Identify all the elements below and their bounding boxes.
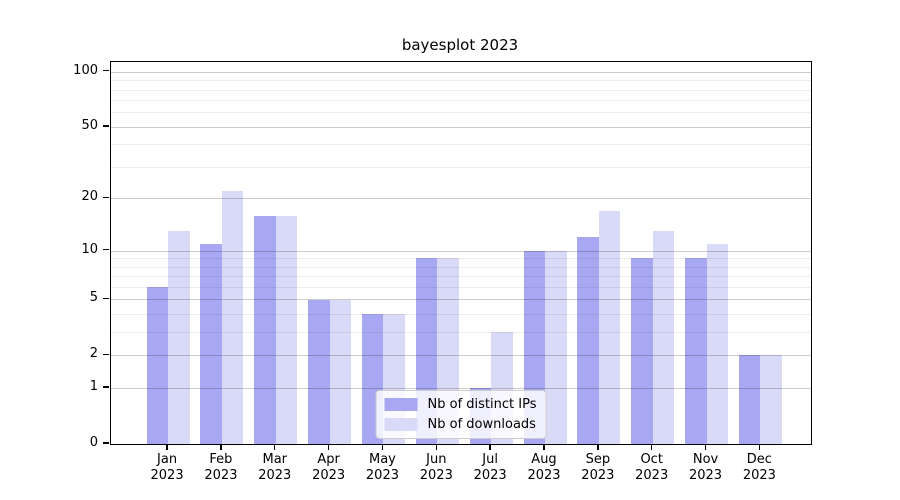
x-tick-mark-jan [166,444,168,450]
x-tick-label-jul: Jul 2023 [473,452,507,483]
x-tick-mark-jun [435,444,437,450]
x-tick-label-may: May 2023 [365,452,399,483]
bar-downloads-jan [168,231,190,444]
y-tick-label-2: 2 [89,346,98,362]
bar-distinct-ips-dec [738,355,761,444]
x-tick-label-mar: Mar 2023 [258,452,292,483]
y-tick-label-100: 100 [73,62,98,78]
gridline-y-9 [111,258,811,260]
gridline-y-60 [111,112,811,114]
gridline-y-50 [111,126,811,128]
y-tick-mark-2 [103,353,109,356]
gridline-y-2 [111,355,811,357]
gridline-y-20 [111,198,811,200]
y-tick-mark-20 [103,196,109,199]
bar-downloads-oct [652,231,675,444]
y-tick-label-5: 5 [89,290,98,306]
gridline-y-100 [111,71,811,73]
legend: Nb of distinct IPs Nb of downloads [375,390,547,439]
y-tick-mark-5 [103,297,109,300]
bar-distinct-ips-sep [577,237,599,444]
x-tick-mark-oct [650,444,653,450]
legend-item-distinct-ips: Nb of distinct IPs [384,397,537,412]
x-tick-mark-apr [327,444,330,450]
bar-downloads-apr [329,299,352,444]
x-tick-label-oct: Oct 2023 [635,452,669,483]
gridline-y-5 [111,299,811,301]
gridline-y-70 [111,100,811,102]
y-tick-label-1: 1 [89,379,98,395]
bar-distinct-ips-feb [200,243,222,444]
x-tick-label-aug: Aug 2023 [527,452,561,483]
gridline-y-3 [111,332,811,334]
x-tick-label-feb: Feb 2023 [204,452,238,483]
plot-inner [111,62,811,444]
x-tick-mark-jul [489,444,491,450]
x-tick-label-apr: Apr 2023 [312,452,346,483]
y-tick-label-20: 20 [81,189,98,205]
y-tick-mark-10 [103,248,109,251]
y-tick-mark-100 [103,70,109,72]
gridline-y-10 [111,250,811,252]
y-tick-mark-50 [103,125,109,127]
y-tick-label-10: 10 [81,241,98,257]
bar-downloads-sep [598,210,621,444]
legend-item-downloads: Nb of downloads [384,417,537,432]
bar-distinct-ips-jan [146,287,169,444]
legend-swatch-downloads [384,418,418,431]
gridline-y-30 [111,167,811,169]
bar-distinct-ips-oct [631,258,653,444]
plot-area: Nb of distinct IPs Nb of downloads [110,61,812,445]
gridline-y-90 [111,80,811,82]
bar-downloads-feb [221,191,244,444]
gridline-y-40 [111,144,811,146]
x-tick-label-dec: Dec 2023 [742,452,776,483]
x-tick-mark-mar [274,444,276,450]
legend-swatch-distinct-ips [384,398,418,411]
gridline-y-8 [111,266,811,268]
y-tick-mark-0 [103,442,109,444]
y-tick-label-0: 0 [89,435,98,450]
bar-distinct-ips-mar [254,215,276,444]
bar-downloads-mar [275,215,298,444]
y-tick-mark-1 [103,386,109,388]
bar-distinct-ips-nov [685,258,707,444]
x-tick-label-nov: Nov 2023 [688,452,723,483]
x-tick-mark-nov [704,444,707,450]
x-tick-mark-aug [543,444,545,450]
x-tick-mark-may [381,444,384,450]
legend-label-distinct-ips: Nb of distinct IPs [427,397,537,412]
x-tick-mark-sep [597,444,599,450]
y-tick-label-50: 50 [81,117,98,133]
gridline-y-7 [111,276,811,278]
x-tick-mark-feb [220,444,222,450]
gridline-y-1 [111,388,811,390]
bar-downloads-nov [706,243,729,444]
bar-downloads-dec [760,355,782,444]
x-tick-label-jun: Jun 2023 [419,452,453,483]
bar-downloads-aug [545,250,567,444]
legend-label-downloads: Nb of downloads [427,417,536,432]
x-tick-mark-dec [758,444,761,450]
x-tick-label-sep: Sep 2023 [581,452,615,483]
gridline-y-80 [111,89,811,91]
gridline-y-6 [111,287,811,289]
gridline-y-4 [111,314,811,316]
x-tick-label-jan: Jan 2023 [150,452,184,483]
chart-title: bayesplot 2023 [401,36,519,54]
bar-distinct-ips-apr [308,299,330,444]
